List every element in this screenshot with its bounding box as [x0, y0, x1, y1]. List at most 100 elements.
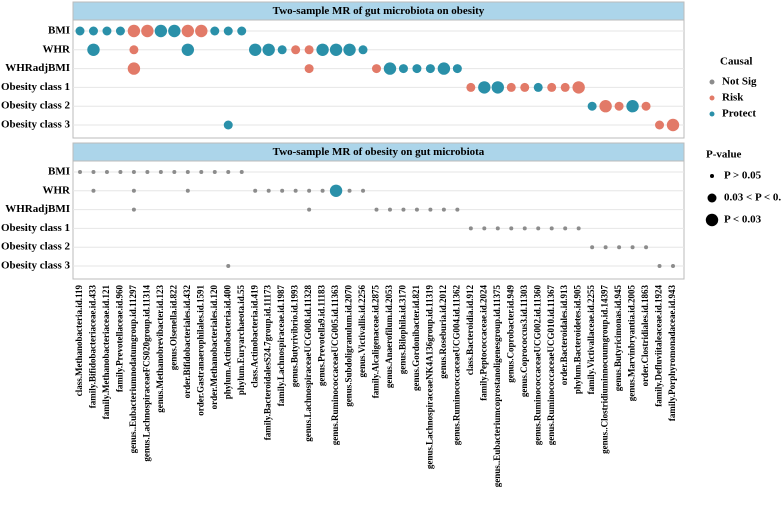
dot [293, 188, 298, 193]
dot [181, 43, 195, 56]
category-label: genus..Eubacteriumcoprostanoligenesgroup… [492, 285, 502, 488]
category-label: genus.Butyricimonas.id.945 [613, 285, 623, 392]
category-label: family.Prevotellaceae.id.960 [114, 285, 124, 393]
row-label: Obesity class 2 [1, 100, 71, 112]
dot [304, 45, 314, 55]
category-label: genus.Roseburia.id.2012 [438, 285, 448, 379]
dot [466, 82, 476, 92]
legend-swatch [707, 193, 717, 203]
legend-swatch [709, 111, 715, 117]
category-label: family.Peptococcaceae.id.2024 [478, 285, 488, 401]
legend-swatch [709, 79, 715, 85]
legend-label: P < 0.03 [724, 214, 762, 226]
dot [291, 45, 301, 55]
dot [603, 245, 608, 250]
row-label: WHR [43, 184, 72, 196]
dot [644, 245, 649, 250]
category-label: genus.RuminococcaceaeUCG002.id.11360 [532, 285, 542, 446]
category-label: genus.Methanobrevibacter.id.123 [155, 285, 165, 413]
dot [226, 264, 231, 268]
dot [329, 43, 343, 56]
dot [412, 64, 422, 74]
dot [587, 101, 597, 111]
row-label: Obesity class 3 [1, 119, 71, 131]
dot [88, 26, 98, 36]
category-label: family.Defluviitaleaceae.id.1924 [654, 285, 664, 407]
legend-swatch [710, 174, 714, 178]
category-label: order.Gastranaerophilales.id.1591 [195, 285, 205, 416]
dot [210, 26, 220, 36]
category-label: genus.LachnospiraceaeFCS020group.id.1131… [141, 285, 151, 462]
category-label: genus.Coprococcus3.id.11303 [519, 285, 529, 398]
dot [223, 120, 233, 130]
dot [572, 81, 585, 94]
dot [630, 245, 635, 250]
dot [495, 226, 500, 231]
dot [468, 226, 473, 231]
legend-title: P-value [706, 149, 742, 161]
panel-frame [72, 142, 685, 280]
category-label: family.BacteroidalesS24.7group.id.11173 [263, 285, 273, 441]
dot [482, 226, 487, 231]
category-label: genus.RuminococcaceaeUCG005.id.11363 [330, 285, 340, 446]
dot [329, 184, 343, 197]
dot [168, 24, 181, 38]
dot [185, 170, 190, 174]
dot [249, 43, 262, 56]
dot [576, 226, 581, 231]
dot [307, 207, 312, 212]
dot [154, 24, 168, 38]
category-label: phylum.Bacteroidetes.id.905 [573, 285, 583, 395]
dot [617, 245, 622, 250]
legend-swatch [705, 213, 719, 227]
category-label: genus.LachnospiraceaeUCG008.id.11328 [303, 285, 313, 442]
dot [666, 118, 680, 132]
category-label: genus.Anaerofilum.id.2053 [384, 285, 394, 389]
dot [425, 64, 435, 74]
row-label: WHRadjBMI [5, 203, 70, 215]
category-label: class.Bacteroidia.id.912 [465, 285, 475, 376]
dot [358, 45, 368, 55]
category-label: phylum.Euryarchaeota.id.55 [236, 285, 246, 396]
dot [78, 170, 82, 174]
dot [262, 43, 275, 56]
dot [212, 170, 217, 174]
dot [372, 64, 381, 74]
category-label: class.Actinobacteria.id.419 [249, 285, 259, 388]
dot [104, 170, 109, 174]
dot [509, 226, 514, 231]
dot [195, 24, 208, 38]
dot [172, 170, 177, 174]
dot [387, 207, 392, 212]
dot [361, 188, 366, 193]
dot [626, 100, 639, 113]
dot [455, 207, 460, 212]
dot [536, 226, 541, 231]
legend-label: Not Sig [722, 76, 757, 88]
dot [491, 81, 504, 94]
category-label: genus..Clostridiuminnocuumgroup.id.14397 [600, 285, 610, 454]
row-label: WHRadjBMI [5, 62, 70, 74]
row-label: WHR [43, 43, 72, 55]
dot [280, 188, 285, 193]
dot [102, 26, 112, 36]
dot [266, 188, 271, 193]
dot [533, 82, 543, 92]
dot [75, 26, 85, 36]
dot [522, 226, 527, 231]
row-label: BMI [48, 166, 70, 178]
dot [383, 62, 397, 75]
legend-label: Protect [722, 108, 756, 120]
dot [129, 45, 139, 55]
category-label: genus.Olsenella.id.822 [168, 285, 178, 371]
dot [347, 188, 352, 193]
dot [414, 207, 419, 212]
category-label: genus.Gordonibacter.id.821 [411, 285, 421, 391]
dot [671, 264, 675, 268]
dot [131, 170, 136, 174]
dot [141, 24, 154, 38]
category-label: family.Bifidobacteriaceae.id.433 [88, 285, 98, 409]
category-label: order.Bacteroidales.id.913 [559, 285, 569, 386]
dot [131, 207, 136, 212]
